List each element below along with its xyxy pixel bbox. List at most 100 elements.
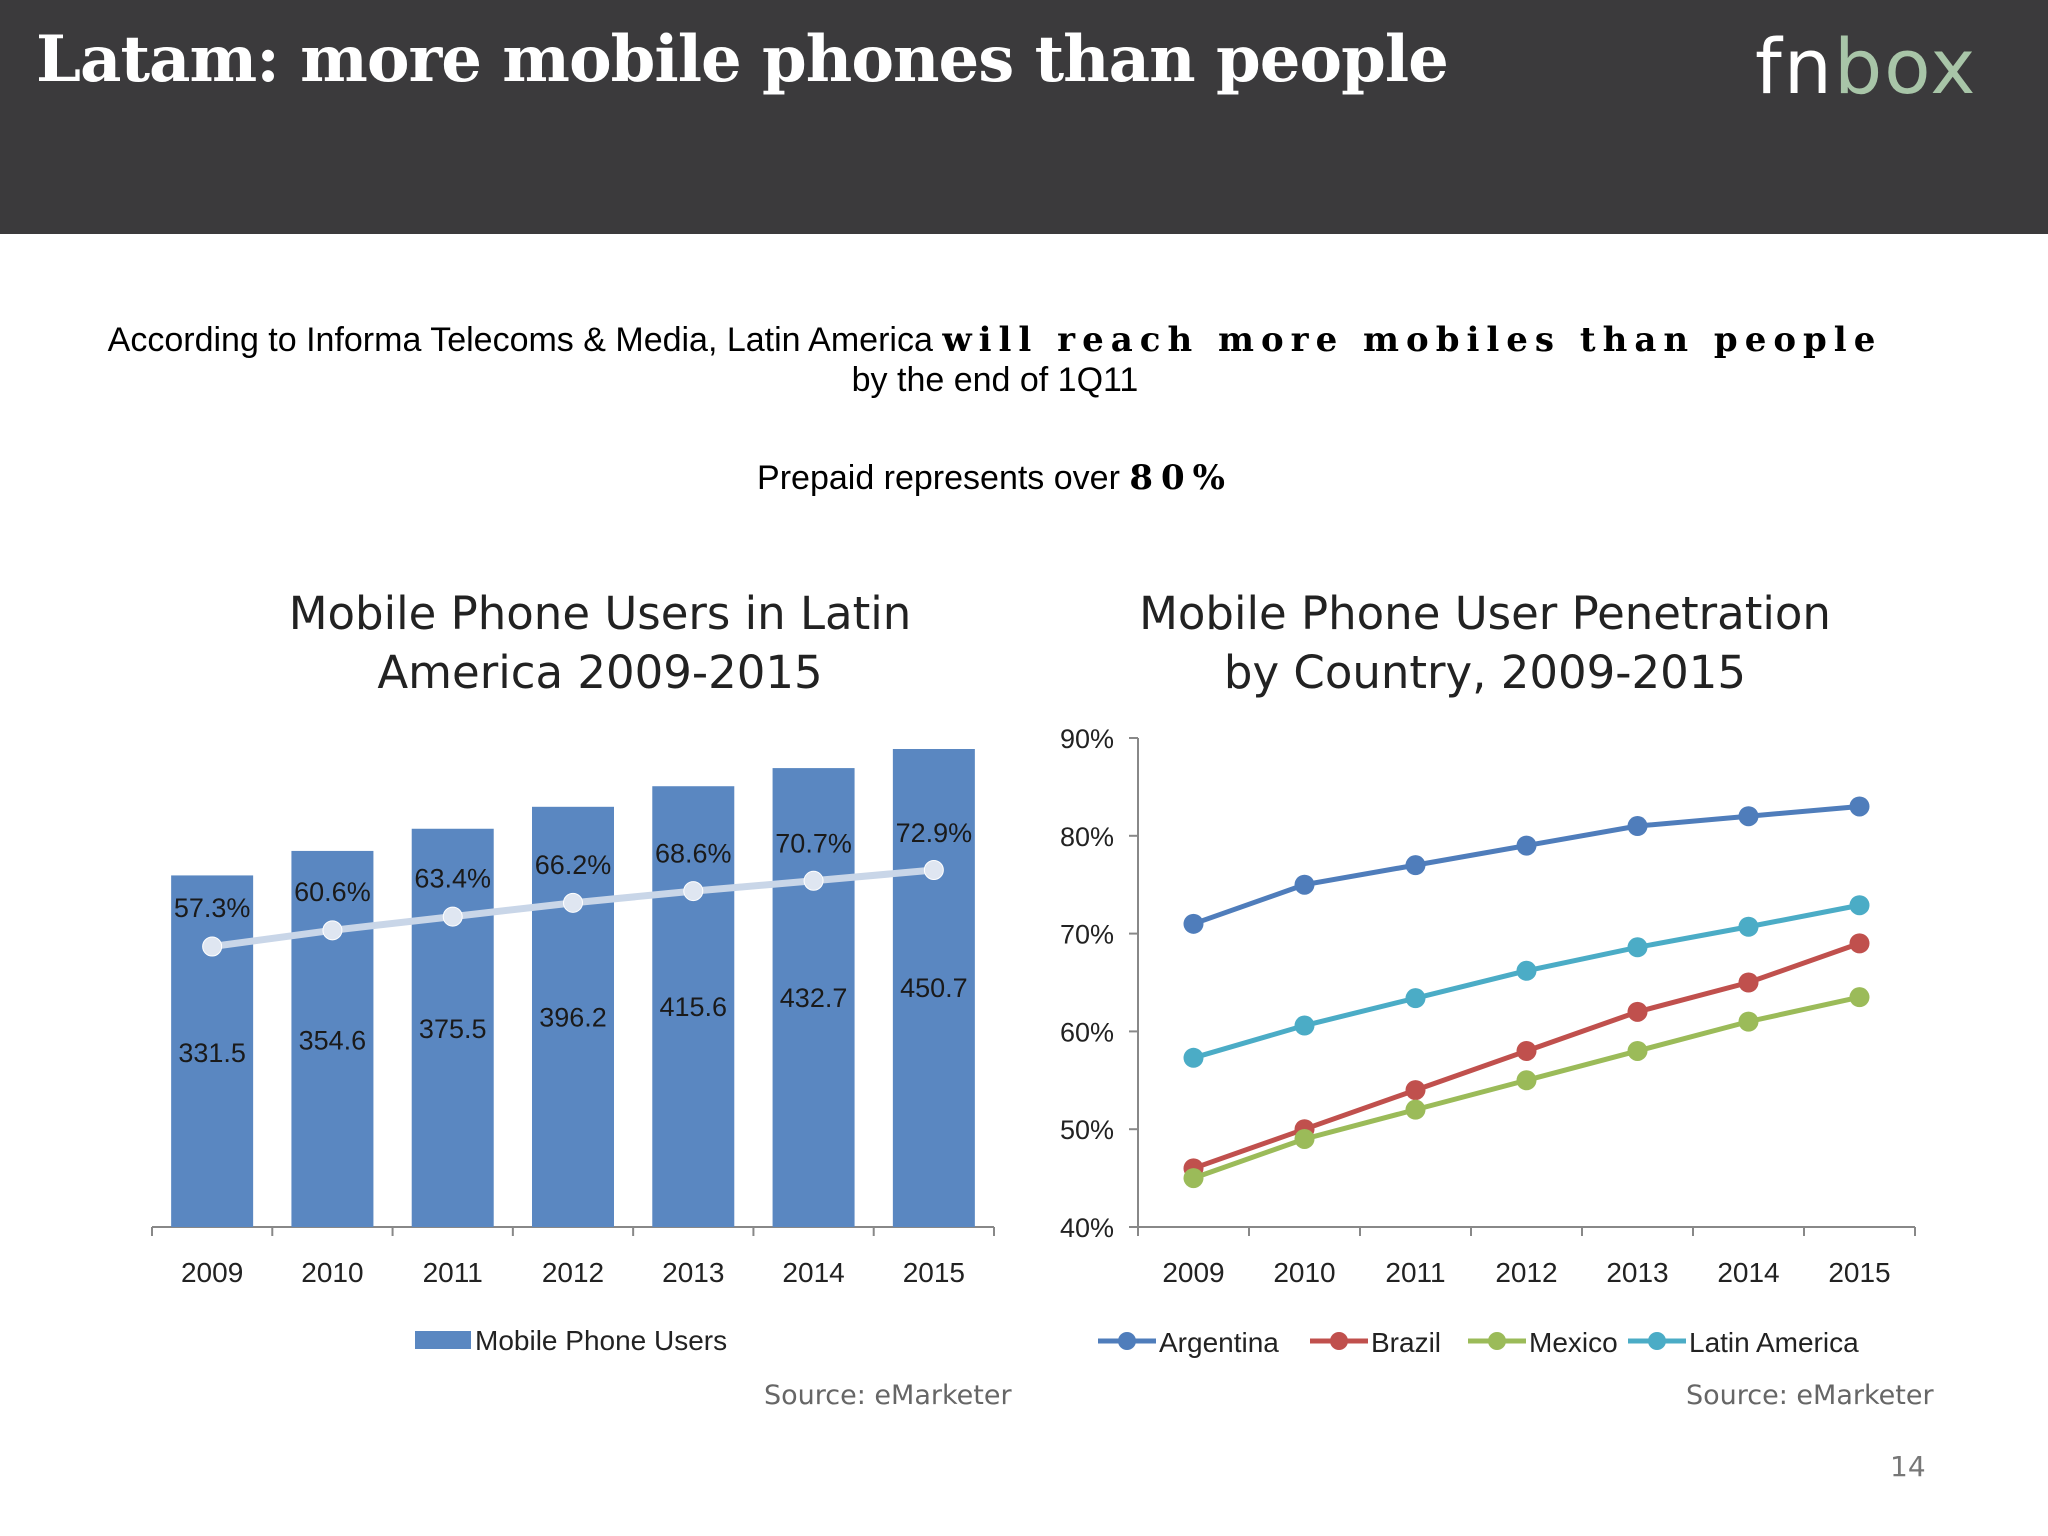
legend-label: Argentina [1159, 1327, 1279, 1358]
legend-marker [1330, 1332, 1348, 1350]
bar-value-label: 375.5 [419, 1014, 487, 1044]
bar-value-label: 354.6 [299, 1025, 367, 1055]
penetration-point [803, 870, 824, 891]
legend-label: Mexico [1529, 1327, 1618, 1358]
bar-value-label: 450.7 [900, 973, 968, 1003]
y-tick-label: 60% [1060, 1017, 1114, 1047]
slide-title: Latam: more mobile phones than people [36, 22, 1449, 97]
x-tick-label: 2013 [662, 1257, 724, 1288]
x-tick-label: 2011 [423, 1257, 483, 1288]
right-chart-title-line2: by Country, 2009-2015 [1223, 646, 1747, 699]
series-point [1738, 972, 1759, 993]
x-tick-label: 2015 [903, 1257, 965, 1288]
series-point [1183, 913, 1204, 934]
logo-part-2: box [1833, 22, 1978, 111]
legend-marker [1118, 1332, 1136, 1350]
left-chart-source: Source: eMarketer [764, 1380, 1012, 1411]
page-number: 14 [1890, 1450, 1926, 1483]
legend-marker [1648, 1332, 1666, 1350]
intro-suffix: by the end of 1Q11 [851, 361, 1139, 399]
series-point [1849, 895, 1870, 916]
intro-bold: will reach more mobiles than people [942, 320, 1883, 360]
right-chart-source: Source: eMarketer [1686, 1380, 1934, 1411]
y-tick-label: 80% [1060, 822, 1114, 852]
bar-value-label: 331.5 [178, 1038, 246, 1068]
series-point [1849, 987, 1870, 1008]
series-point [1738, 806, 1759, 827]
bar [532, 806, 614, 1227]
series-point [1849, 933, 1870, 954]
legend-label: Mobile Phone Users [475, 1325, 727, 1356]
fnbox-logo: fnbox [1755, 22, 1977, 111]
prepaid-prefix: Prepaid represents over [757, 459, 1130, 497]
series-point [1294, 874, 1315, 895]
x-tick-label: 2015 [1828, 1257, 1890, 1288]
prepaid-text: Prepaid represents over 80% [0, 458, 1990, 498]
legend-marker [1488, 1332, 1506, 1350]
series-point [1294, 1015, 1315, 1036]
series-point [1627, 1040, 1648, 1061]
series-point [1516, 835, 1537, 856]
penetration-label: 60.6% [294, 877, 371, 907]
penetration-label: 57.3% [174, 893, 251, 923]
penetration-point [202, 936, 223, 957]
bar [892, 749, 975, 1227]
legend-label: Latin America [1689, 1327, 1859, 1358]
bar [291, 850, 374, 1227]
y-tick-label: 50% [1060, 1115, 1114, 1145]
line-chart: 40% 50% 60% 70% 80% 90% 2009 2010 2011 2012 2013 20… [1060, 724, 1916, 1358]
penetration-label: 72.9% [896, 818, 973, 848]
x-tick-label: 2014 [782, 1257, 844, 1288]
series-point [1516, 1040, 1537, 1061]
intro-prefix: According to Informa Telecoms & Media, L… [107, 321, 943, 359]
bar [652, 786, 735, 1227]
penetration-point [683, 881, 704, 902]
prepaid-bold: 80% [1129, 458, 1233, 498]
series-line [1192, 902, 1860, 1061]
bar [411, 828, 494, 1227]
series-point [1627, 937, 1648, 958]
series-point [1738, 916, 1759, 937]
series-point [1516, 1070, 1537, 1091]
x-tick-label: 2011 [1385, 1257, 1445, 1288]
x-tick-label: 2014 [1717, 1257, 1779, 1288]
left-chart-title-line1: Mobile Phone Users in Latin [288, 587, 912, 640]
bar-chart: 331.5 2009 354.6 2010 375.5 2011 396.2 2012 415.… [151, 749, 995, 1356]
logo-part-1: fn [1755, 22, 1834, 111]
series-point [1405, 1080, 1426, 1101]
x-tick-label: 2012 [542, 1257, 604, 1288]
penetration-point [442, 906, 463, 927]
series-line [1192, 803, 1860, 927]
x-tick-label: 2010 [1273, 1257, 1335, 1288]
penetration-label: 70.7% [775, 829, 852, 859]
x-tick-label: 2009 [1162, 1257, 1224, 1288]
series-point [1183, 1047, 1204, 1068]
left-chart-title-line2: America 2009-2015 [377, 646, 823, 699]
y-tick-label: 70% [1060, 920, 1114, 950]
intro-text: According to Informa Telecoms & Media, L… [60, 320, 1930, 400]
series-point [1627, 1001, 1648, 1022]
right-chart-title-line1: Mobile Phone User Penetration [1139, 587, 1831, 640]
bar-value-label: 432.7 [780, 983, 848, 1013]
series-point [1738, 1011, 1759, 1032]
bar [171, 875, 254, 1227]
legend-swatch [415, 1331, 471, 1349]
penetration-label: 68.6% [655, 839, 732, 869]
series-point [1849, 796, 1870, 817]
penetration-label: 66.2% [535, 850, 612, 880]
header-bar: Latam: more mobile phones than people fn… [0, 0, 2048, 234]
series-point [1405, 988, 1426, 1009]
x-tick-label: 2013 [1606, 1257, 1668, 1288]
penetration-point [563, 892, 583, 913]
x-tick-label: 2010 [301, 1257, 363, 1288]
left-chart-title: Mobile Phone Users in Latin America 2009… [150, 584, 1050, 702]
series-point [1405, 1099, 1426, 1120]
series-point [1294, 1128, 1315, 1149]
x-tick-label: 2009 [181, 1257, 243, 1288]
penetration-point [923, 860, 944, 880]
series-point [1516, 960, 1537, 981]
right-chart-title: Mobile Phone User Penetration by Country… [1035, 584, 1935, 702]
bar-value-label: 396.2 [539, 1003, 607, 1033]
bar-value-label: 415.6 [659, 992, 727, 1022]
legend-label: Brazil [1371, 1327, 1441, 1358]
